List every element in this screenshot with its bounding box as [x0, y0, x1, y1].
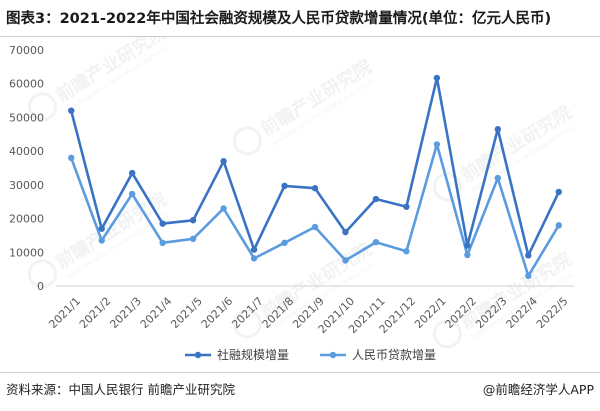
- y-tick-label: 40000: [9, 145, 44, 158]
- legend-marker: [329, 351, 337, 359]
- x-tick-label: 2021/1: [46, 295, 83, 332]
- data-point: [250, 255, 258, 262]
- data-point: [494, 126, 502, 133]
- data-point: [464, 242, 471, 249]
- y-tick-label: 0: [37, 280, 44, 293]
- y-tick-label: 50000: [9, 111, 44, 124]
- x-tick-label: 2022/1: [412, 295, 449, 332]
- data-point: [189, 235, 197, 242]
- data-point: [98, 237, 105, 244]
- watermark-logo-icon: [232, 309, 262, 339]
- data-point: [464, 251, 471, 259]
- x-tick-label: 2021/3: [107, 295, 144, 332]
- x-tick-label: 2021/2: [77, 295, 114, 332]
- data-point: [372, 195, 380, 203]
- data-point: [159, 239, 166, 247]
- watermark-logo-icon: [27, 92, 57, 122]
- x-tick-label: 2021/6: [199, 295, 236, 332]
- x-tick-label: 2021/4: [138, 295, 175, 332]
- legend-marker: [194, 351, 202, 359]
- legend-label: 社融规模增量: [217, 347, 289, 362]
- x-tick-label: 2022/5: [534, 295, 571, 332]
- watermark-logo-icon: [432, 319, 462, 349]
- data-point: [433, 74, 441, 82]
- data-point: [189, 217, 197, 224]
- data-point: [555, 222, 562, 229]
- watermark-text: 前瞻产业研究院: [52, 188, 171, 273]
- data-point: [525, 272, 532, 280]
- data-point: [159, 220, 166, 227]
- data-point: [281, 182, 288, 190]
- watermark-logo-icon: [27, 259, 57, 289]
- data-point: [433, 141, 441, 148]
- data-point: [342, 257, 349, 264]
- data-point: [98, 225, 105, 232]
- y-axis-ticks: 0 10000 20000 30000 40000 50000 60000 70000: [9, 44, 44, 293]
- legend-label: 人民币贷款增量: [352, 348, 436, 362]
- watermark-logo-icon: [232, 126, 262, 156]
- watermark-text: 前瞻产业研究院: [52, 36, 171, 107]
- y-tick-label: 30000: [9, 179, 44, 192]
- data-point: [128, 169, 136, 177]
- data-point: [250, 246, 258, 253]
- data-point: [220, 205, 227, 212]
- title-divider: [0, 36, 600, 37]
- chart-title: 图表3：2021-2022年中国社会融资规模及人民币贷款增量情况(单位：亿元人民…: [6, 11, 552, 27]
- footer-divider: [0, 372, 600, 373]
- data-point: [342, 228, 349, 236]
- watermark-logo-icon: [432, 172, 462, 202]
- source-note: 资料来源：中国人民银行 前瞻产业研究院: [6, 382, 235, 397]
- y-tick-label: 20000: [9, 213, 44, 226]
- data-point: [220, 158, 227, 165]
- y-tick-label: 60000: [9, 78, 44, 91]
- data-point: [311, 185, 319, 192]
- series-group: [68, 74, 562, 280]
- data-point: [403, 203, 410, 210]
- legend: 社融规模增量 人民币贷款增量: [185, 347, 436, 362]
- x-tick-label: 2021/5: [168, 295, 205, 332]
- brand-credit: @前瞻经济学人APP: [482, 382, 594, 397]
- data-point: [403, 248, 410, 255]
- data-point: [128, 190, 136, 198]
- watermark-text: 前瞻产业研究院: [457, 101, 576, 186]
- data-point: [372, 238, 380, 246]
- data-point: [68, 107, 75, 114]
- data-point: [68, 154, 75, 162]
- watermark-text: 前瞻产业研究院: [257, 55, 376, 140]
- data-point: [494, 174, 502, 182]
- y-tick-label: 70000: [9, 44, 44, 57]
- y-tick-label: 10000: [9, 246, 44, 259]
- data-point: [311, 223, 319, 231]
- data-point: [525, 252, 532, 259]
- data-point: [555, 188, 562, 196]
- data-point: [281, 239, 288, 247]
